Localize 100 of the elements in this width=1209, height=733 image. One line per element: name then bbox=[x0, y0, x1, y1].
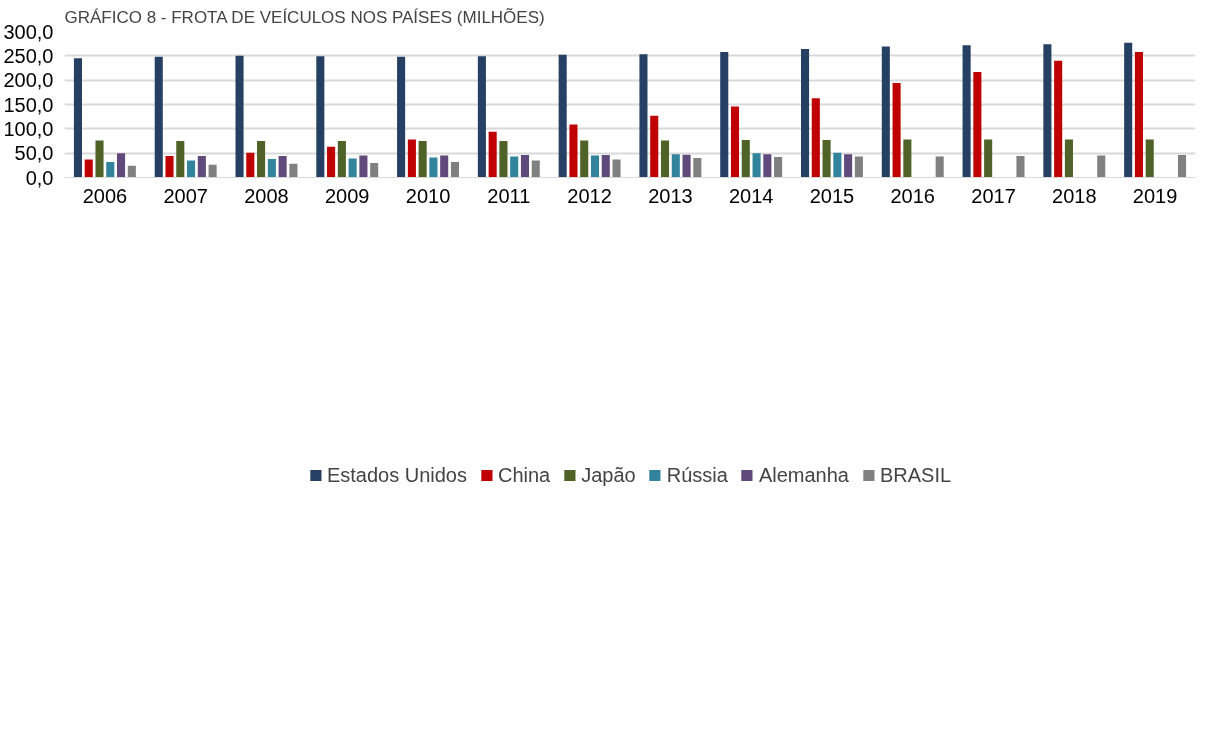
bar bbox=[510, 156, 519, 178]
bar bbox=[278, 156, 287, 178]
bar bbox=[1134, 51, 1143, 178]
bar bbox=[984, 139, 993, 178]
y-tick-label: 0,0 bbox=[25, 166, 54, 189]
x-tick-label: 2016 bbox=[890, 184, 935, 207]
bar bbox=[1097, 155, 1106, 178]
bar bbox=[844, 154, 853, 178]
bar bbox=[1016, 156, 1025, 178]
x-tick-label: 2018 bbox=[1052, 184, 1097, 207]
bar bbox=[499, 141, 508, 178]
bar bbox=[327, 146, 336, 178]
bar bbox=[881, 46, 890, 178]
bar bbox=[682, 154, 691, 178]
legend-label: Alemanha bbox=[758, 463, 849, 487]
bar bbox=[359, 155, 368, 178]
bar bbox=[612, 159, 621, 178]
bar bbox=[197, 156, 206, 178]
bar bbox=[892, 83, 901, 178]
bar bbox=[267, 159, 276, 178]
bar bbox=[903, 139, 912, 178]
bar bbox=[450, 161, 459, 178]
x-tick-label: 2014 bbox=[728, 184, 774, 207]
bar bbox=[822, 140, 831, 178]
bar bbox=[580, 140, 589, 178]
bar bbox=[1178, 155, 1187, 178]
x-tick-label: 2015 bbox=[809, 184, 855, 207]
bar bbox=[165, 156, 174, 178]
bar bbox=[397, 56, 406, 178]
bar bbox=[520, 155, 530, 178]
bar bbox=[440, 155, 449, 178]
bar bbox=[660, 140, 670, 178]
x-tick-label: 2010 bbox=[405, 184, 451, 207]
bar bbox=[235, 55, 244, 178]
bar bbox=[106, 161, 115, 178]
bar bbox=[671, 154, 680, 178]
bar bbox=[1043, 44, 1052, 178]
bar bbox=[801, 49, 810, 178]
bar bbox=[176, 141, 185, 178]
bar bbox=[154, 56, 163, 178]
bar bbox=[208, 164, 217, 178]
bar bbox=[973, 71, 982, 178]
y-tick-label: 300,0 bbox=[3, 20, 54, 43]
bar bbox=[187, 160, 196, 178]
bar bbox=[811, 98, 820, 178]
bar bbox=[854, 156, 863, 178]
bar bbox=[1054, 60, 1063, 178]
bar bbox=[316, 56, 325, 178]
bar bbox=[935, 156, 944, 178]
bar bbox=[741, 140, 750, 178]
bar bbox=[84, 159, 93, 178]
legend-label: Estados Unidos bbox=[326, 463, 467, 487]
bar bbox=[117, 153, 126, 178]
bar bbox=[962, 45, 971, 178]
bar bbox=[590, 155, 600, 178]
y-tick-label: 100,0 bbox=[3, 117, 54, 140]
legend-label: BRASIL bbox=[879, 463, 952, 487]
bar bbox=[246, 152, 255, 178]
bar bbox=[418, 141, 427, 178]
y-tick-label: 200,0 bbox=[3, 69, 54, 92]
bar bbox=[73, 58, 82, 178]
bar bbox=[650, 115, 659, 178]
x-tick-label: 2006 bbox=[82, 184, 128, 207]
chart-title: GRÁFICO 8 - FROTA DE VEÍCULOS NOS PAÍSES (MILHÕES) bbox=[64, 7, 545, 27]
bar bbox=[429, 157, 438, 178]
bar bbox=[348, 158, 357, 178]
bar bbox=[289, 163, 298, 178]
bar bbox=[95, 140, 104, 178]
bar bbox=[774, 157, 783, 178]
bar bbox=[477, 56, 486, 178]
bar bbox=[752, 153, 761, 178]
bar bbox=[488, 131, 497, 178]
bar bbox=[558, 54, 567, 178]
x-tick-label: 2008 bbox=[244, 184, 289, 207]
bar bbox=[601, 155, 610, 178]
bar bbox=[1064, 139, 1073, 178]
bar bbox=[569, 124, 578, 178]
y-tick-label: 50,0 bbox=[14, 142, 54, 165]
bar bbox=[763, 154, 772, 178]
bar bbox=[127, 165, 136, 178]
bar bbox=[833, 152, 842, 178]
bar bbox=[337, 141, 346, 178]
bar bbox=[257, 141, 266, 178]
bar bbox=[720, 51, 729, 178]
x-tick-label: 2007 bbox=[163, 184, 208, 207]
x-tick-label: 2017 bbox=[971, 184, 1016, 207]
bar bbox=[693, 158, 702, 178]
x-tick-label: 2011 bbox=[487, 184, 531, 207]
bar bbox=[531, 160, 540, 178]
x-tick-label: 2019 bbox=[1132, 184, 1178, 207]
bar bbox=[730, 106, 740, 178]
bar bbox=[370, 162, 379, 178]
bar bbox=[639, 54, 648, 178]
legend-label: Japão bbox=[581, 463, 636, 487]
x-tick-label: 2009 bbox=[325, 184, 370, 207]
legend-label: Rússia bbox=[666, 463, 728, 487]
x-tick-label: 2013 bbox=[648, 184, 693, 207]
legend-label: China bbox=[497, 463, 551, 487]
x-tick-label: 2012 bbox=[567, 184, 612, 207]
y-tick-label: 250,0 bbox=[3, 44, 54, 67]
